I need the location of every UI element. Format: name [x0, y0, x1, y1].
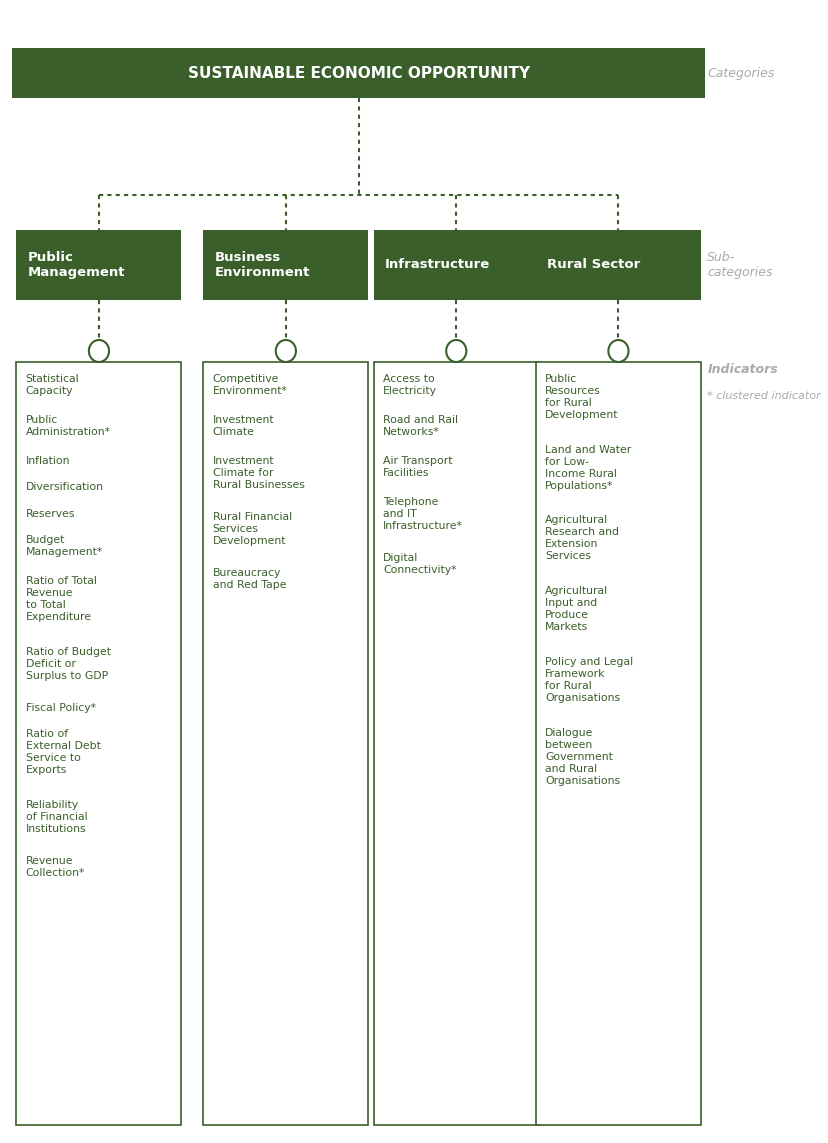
- Text: Inflation: Inflation: [26, 456, 70, 466]
- FancyBboxPatch shape: [373, 230, 538, 299]
- Text: Categories: Categories: [706, 66, 773, 80]
- Text: Policy and Legal
Framework
for Rural
Organisations: Policy and Legal Framework for Rural Org…: [545, 657, 633, 703]
- Text: Access to
Electricity: Access to Electricity: [383, 374, 436, 395]
- Circle shape: [445, 339, 466, 362]
- Text: Public
Management: Public Management: [27, 251, 125, 279]
- Circle shape: [89, 339, 109, 362]
- Text: Public
Administration*: Public Administration*: [26, 415, 110, 437]
- Text: SUSTAINABLE ECONOMIC OPPORTUNITY: SUSTAINABLE ECONOMIC OPPORTUNITY: [187, 65, 529, 80]
- Text: Rural Sector: Rural Sector: [546, 258, 639, 272]
- FancyBboxPatch shape: [17, 362, 181, 1125]
- FancyBboxPatch shape: [536, 362, 700, 1125]
- Text: Investment
Climate for
Rural Businesses: Investment Climate for Rural Businesses: [212, 456, 304, 490]
- Text: Air Transport
Facilities: Air Transport Facilities: [383, 456, 452, 478]
- Text: Business
Environment: Business Environment: [214, 251, 310, 279]
- Text: Sub-
categories: Sub- categories: [706, 251, 772, 279]
- Text: Telephone
and IT
Infrastructure*: Telephone and IT Infrastructure*: [383, 497, 462, 531]
- Text: Infrastructure: Infrastructure: [384, 258, 489, 272]
- Text: Investment
Climate: Investment Climate: [212, 415, 274, 437]
- Text: * clustered indicator: * clustered indicator: [706, 391, 820, 401]
- Text: Road and Rail
Networks*: Road and Rail Networks*: [383, 415, 457, 437]
- Text: Reliability
of Financial
Institutions: Reliability of Financial Institutions: [26, 800, 87, 833]
- FancyBboxPatch shape: [12, 48, 705, 98]
- Text: Agricultural
Input and
Produce
Markets: Agricultural Input and Produce Markets: [545, 586, 608, 632]
- Text: Land and Water
for Low-
Income Rural
Populations*: Land and Water for Low- Income Rural Pop…: [545, 445, 631, 490]
- Text: Ratio of Total
Revenue
to Total
Expenditure: Ratio of Total Revenue to Total Expendit…: [26, 576, 96, 622]
- Text: Indicators: Indicators: [706, 363, 777, 376]
- FancyBboxPatch shape: [17, 230, 181, 299]
- Text: Revenue
Collection*: Revenue Collection*: [26, 856, 85, 878]
- Circle shape: [276, 339, 296, 362]
- Circle shape: [608, 339, 628, 362]
- Text: Bureaucracy
and Red Tape: Bureaucracy and Red Tape: [212, 568, 286, 590]
- Text: Rural Financial
Services
Development: Rural Financial Services Development: [212, 512, 291, 546]
- Text: Statistical
Capacity: Statistical Capacity: [26, 374, 79, 395]
- FancyBboxPatch shape: [203, 230, 368, 299]
- Text: Public
Resources
for Rural
Development: Public Resources for Rural Development: [545, 374, 618, 419]
- Text: Dialogue
between
Government
and Rural
Organisations: Dialogue between Government and Rural Or…: [545, 727, 619, 785]
- Text: Diversification: Diversification: [26, 482, 104, 493]
- FancyBboxPatch shape: [373, 362, 538, 1125]
- Text: Competitive
Environment*: Competitive Environment*: [212, 374, 287, 395]
- Text: Digital
Connectivity*: Digital Connectivity*: [383, 553, 456, 575]
- Text: Ratio of
External Debt
Service to
Exports: Ratio of External Debt Service to Export…: [26, 729, 100, 775]
- Text: Ratio of Budget
Deficit or
Surplus to GDP: Ratio of Budget Deficit or Surplus to GD…: [26, 647, 110, 681]
- FancyBboxPatch shape: [203, 362, 368, 1125]
- Text: Agricultural
Research and
Extension
Services: Agricultural Research and Extension Serv…: [545, 515, 619, 561]
- Text: Reserves: Reserves: [26, 509, 75, 519]
- Text: Fiscal Policy*: Fiscal Policy*: [26, 703, 95, 713]
- Text: Budget
Management*: Budget Management*: [26, 535, 103, 557]
- FancyBboxPatch shape: [536, 230, 700, 299]
